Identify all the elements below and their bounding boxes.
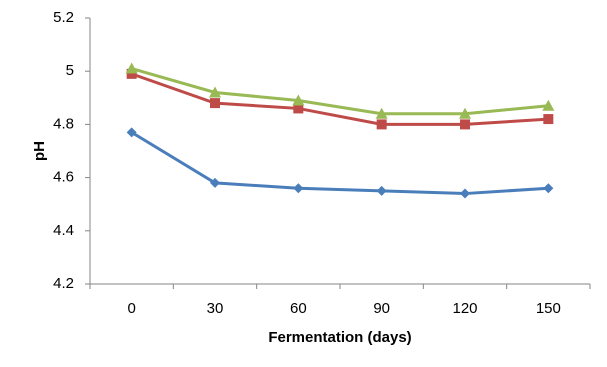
y-tick-label: 4.2 (53, 275, 74, 292)
point (375, 107, 388, 119)
y-axis-label: pH (31, 141, 48, 161)
y-tick-label: 4.8 (53, 115, 74, 132)
y-tick-label: 4.4 (53, 222, 74, 239)
point (210, 98, 220, 109)
x-tick-label: 90 (373, 300, 390, 317)
point (543, 114, 554, 125)
point (126, 68, 137, 79)
series-line (130, 131, 549, 196)
x-tick-label: 60 (290, 300, 307, 317)
series-line (131, 67, 549, 116)
point (543, 183, 554, 194)
x-tick-label: 30 (207, 300, 224, 317)
point (293, 103, 304, 114)
x-axis-label: Fermentation (days) (268, 329, 411, 346)
series-line (131, 72, 549, 126)
point (376, 119, 387, 130)
point (293, 183, 304, 194)
point (209, 86, 221, 98)
y-tick-label: 4.6 (53, 169, 74, 186)
point (460, 188, 470, 199)
point (210, 177, 220, 188)
point (460, 119, 470, 130)
point (125, 62, 138, 74)
x-tick-label: 120 (452, 300, 477, 317)
point (376, 185, 387, 196)
x-tick-label: 0 (127, 300, 135, 317)
point (292, 94, 305, 106)
point (459, 107, 471, 119)
x-tick-label: 150 (536, 300, 561, 317)
point (126, 127, 137, 138)
y-tick-label: 5.2 (53, 9, 74, 26)
y-tick-label: 5 (66, 62, 74, 79)
point (542, 99, 555, 111)
